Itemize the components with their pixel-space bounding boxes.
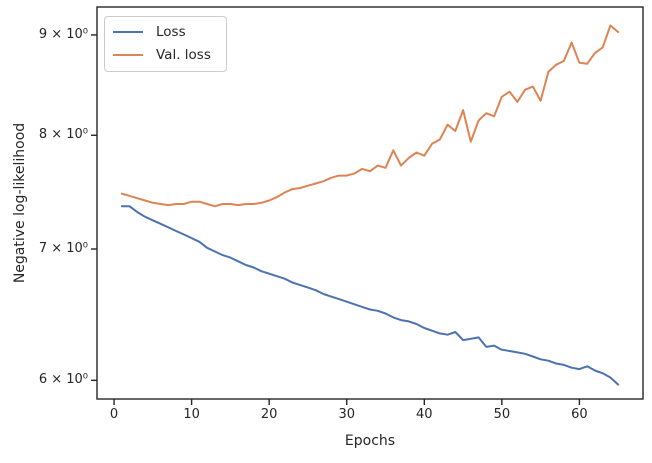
x-tick-label: 40 bbox=[416, 407, 433, 422]
legend-item-val-loss: Val. loss bbox=[113, 45, 211, 65]
loss-line-sample-icon bbox=[113, 31, 143, 33]
x-tick-label: 60 bbox=[571, 407, 588, 422]
legend-item-loss: Loss bbox=[113, 22, 211, 42]
loss-line bbox=[120, 205, 620, 386]
y-tick-label: 8 × 10⁰ bbox=[38, 127, 88, 143]
val-loss-line-sample-icon bbox=[113, 54, 143, 56]
legend-label-val-loss: Val. loss bbox=[156, 47, 211, 63]
x-tick-label: 20 bbox=[260, 407, 278, 422]
x-tick-label: 0 bbox=[109, 407, 119, 422]
y-tick-label: 7 × 10⁰ bbox=[38, 241, 88, 257]
axes-spines bbox=[96, 6, 644, 400]
y-axis-label: Negative log-likelihood bbox=[12, 122, 28, 284]
y-tick-label: 9 × 10⁰ bbox=[38, 26, 88, 42]
x-tick-label: 10 bbox=[183, 407, 200, 422]
y-tick-label: 6 × 10⁰ bbox=[38, 372, 88, 388]
x-tick-label: 50 bbox=[493, 407, 511, 422]
x-axis-label: Epochs bbox=[344, 433, 396, 449]
legend-label-loss: Loss bbox=[156, 24, 186, 40]
x-tick-label: 30 bbox=[338, 407, 355, 422]
val-loss-line bbox=[120, 24, 620, 208]
legend: Loss Val. loss bbox=[104, 16, 227, 72]
